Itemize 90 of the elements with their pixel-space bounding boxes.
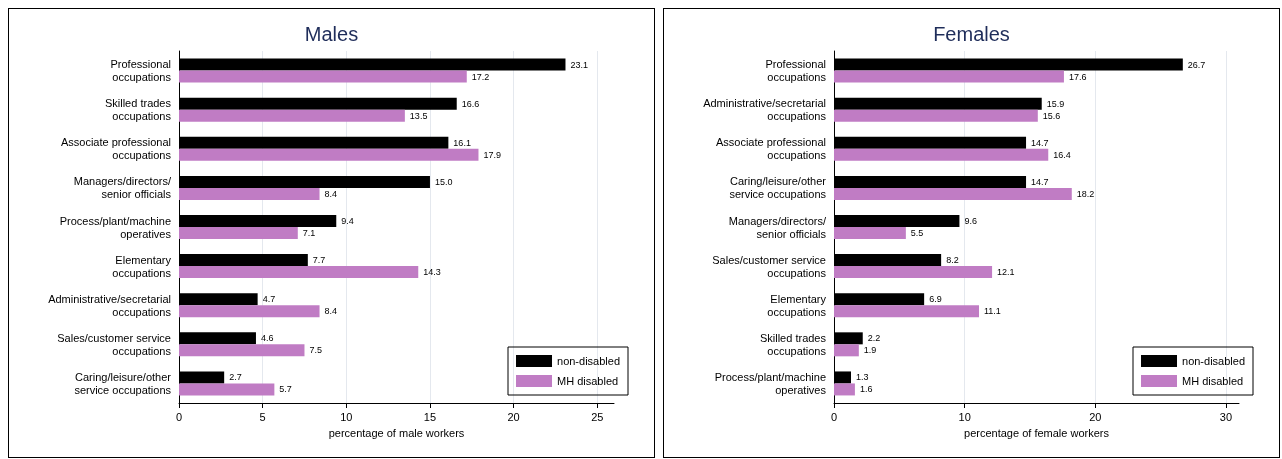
y-tick-label: Associate professional occupations <box>60 136 172 162</box>
y-tick-label: Sales/customer service occupations <box>712 253 827 279</box>
y-tick-label: Elementary occupations <box>767 292 827 318</box>
data-label: 15.9 <box>1046 98 1065 109</box>
data-label: 5.5 <box>910 228 924 238</box>
data-label: 11.1 <box>984 306 1001 317</box>
bar <box>834 148 1049 161</box>
bar <box>179 383 275 396</box>
x-tick-label: 10 <box>958 410 971 423</box>
data-label: 9.4 <box>341 216 354 226</box>
data-label: 1.6 <box>859 384 873 395</box>
bar <box>834 305 980 318</box>
y-tick-label: Process/plant/machine operatives <box>59 214 172 240</box>
data-label: 2.7 <box>229 372 242 383</box>
bar <box>834 383 855 396</box>
bar <box>179 109 405 122</box>
legend-label: MH disabled <box>1182 375 1244 387</box>
bar <box>834 70 1064 83</box>
data-label: 14.7 <box>1031 176 1049 187</box>
y-tick-label: Caring/leisure/other service occupations <box>74 370 172 396</box>
y-tick-label: Elementary occupations <box>112 253 172 279</box>
bar <box>834 344 859 357</box>
data-label: 17.9 <box>483 149 502 160</box>
bar <box>834 266 993 279</box>
y-tick-label: Professional occupations <box>110 58 172 84</box>
data-label: 6.9 <box>929 294 942 305</box>
data-label: 1.3 <box>855 372 869 383</box>
data-label: 9.6 <box>964 216 977 226</box>
y-tick-label: Skilled trades occupations <box>759 331 827 357</box>
x-tick-label: 5 <box>259 410 266 423</box>
y-tick-label: Process/plant/machine operatives <box>714 370 827 396</box>
data-label: 1.9 <box>863 345 877 356</box>
data-label: 18.2 <box>1076 188 1095 199</box>
y-tick-label: Caring/leisure/other service occupations <box>729 175 827 201</box>
bar <box>834 227 906 239</box>
data-label: 4.6 <box>260 333 274 344</box>
data-label: 13.5 <box>409 110 428 121</box>
bar <box>179 148 479 161</box>
x-tick-label: 20 <box>507 410 520 423</box>
x-tick-label: 25 <box>591 410 604 423</box>
x-axis-title: percentage of male workers <box>328 426 465 439</box>
chart-title: Males <box>304 23 359 45</box>
data-label: 17.6 <box>1068 71 1087 82</box>
y-tick-label: Sales/customer service occupations <box>57 331 172 357</box>
y-tick-label: Skilled trades occupations <box>104 97 172 123</box>
data-label: 16.4 <box>1053 149 1071 160</box>
data-label: 14.3 <box>423 267 441 278</box>
legend-label: MH disabled <box>557 375 619 387</box>
legend-label: non-disabled <box>557 355 621 367</box>
bar <box>179 187 320 200</box>
legend-label: non-disabled <box>1182 355 1246 367</box>
bar <box>179 305 320 318</box>
x-tick-label: 10 <box>340 410 353 423</box>
data-label: 23.1 <box>570 59 589 70</box>
data-label: 5.7 <box>279 384 292 395</box>
bar <box>179 70 467 83</box>
data-label: 7.1 <box>302 228 316 238</box>
y-tick-label: Managers/directors/ senior officials <box>728 214 827 240</box>
data-label: 8.2 <box>946 255 959 266</box>
x-axis-title: percentage of female workers <box>964 426 1110 439</box>
data-label: 17.2 <box>471 71 490 82</box>
bar <box>834 109 1038 122</box>
x-tick-label: 20 <box>1089 410 1102 423</box>
data-label: 7.7 <box>312 255 326 266</box>
data-label: 7.5 <box>309 345 322 356</box>
data-label: 15.0 <box>434 176 453 187</box>
y-tick-label: Professional occupations <box>765 58 827 84</box>
y-tick-label: Managers/directors/ senior officials <box>73 175 172 201</box>
y-tick-label: Associate professional occupations <box>715 136 827 162</box>
bar <box>179 266 419 279</box>
x-tick-label: 30 <box>1219 410 1233 423</box>
data-label: 26.7 <box>1187 59 1206 70</box>
data-label: 2.2 <box>867 333 881 344</box>
y-tick-label: Administrative/secretarial occupations <box>48 292 172 318</box>
x-tick-label: 0 <box>175 410 183 423</box>
bar <box>834 187 1072 200</box>
data-label: 12.1 <box>997 267 1015 278</box>
x-tick-label: 15 <box>423 410 437 423</box>
data-label: 15.6 <box>1042 110 1061 121</box>
data-label: 8.4 <box>324 188 338 199</box>
bar <box>179 344 305 357</box>
bar <box>179 227 298 239</box>
data-label: 16.6 <box>461 98 480 109</box>
data-label: 16.1 <box>453 137 471 148</box>
x-tick-label: 0 <box>830 410 838 423</box>
data-label: 4.7 <box>262 294 276 305</box>
chart-title: Females <box>933 23 1010 45</box>
data-label: 14.7 <box>1031 137 1049 148</box>
y-tick-label: Administrative/secretarial occupations <box>703 97 827 123</box>
data-label: 8.4 <box>324 306 338 317</box>
